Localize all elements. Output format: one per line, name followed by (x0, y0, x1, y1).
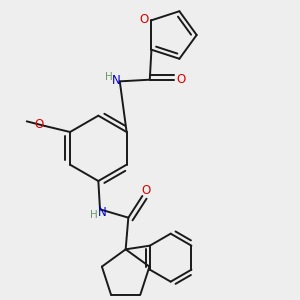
Text: H: H (105, 72, 113, 82)
Text: O: O (142, 184, 151, 197)
Text: O: O (140, 13, 149, 26)
Text: O: O (34, 118, 44, 131)
Text: H: H (90, 210, 98, 220)
Text: N: N (111, 74, 120, 87)
Text: O: O (176, 73, 186, 86)
Text: N: N (98, 206, 107, 218)
